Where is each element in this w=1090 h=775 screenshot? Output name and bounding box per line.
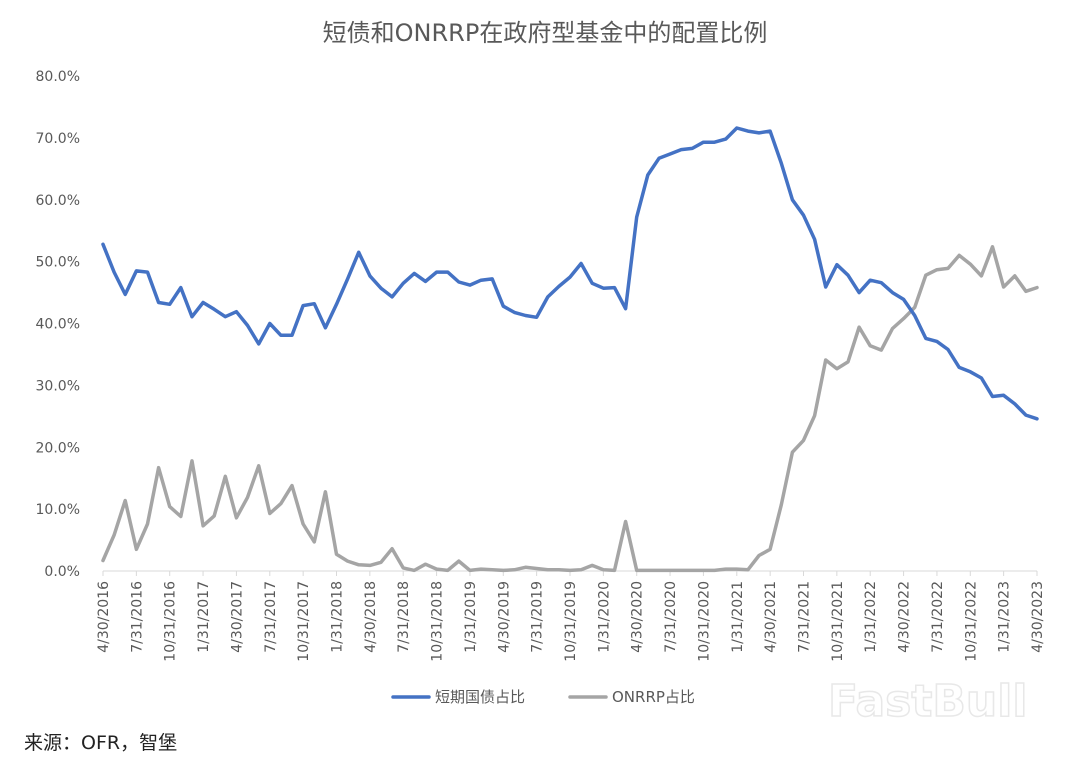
x-tick-label: 10/31/2017 <box>296 581 312 662</box>
y-tick-label: 30.0% <box>36 378 80 394</box>
x-tick-label: 7/31/2021 <box>797 581 813 653</box>
x-tick-label: 1/31/2019 <box>463 581 479 653</box>
x-tick-label: 1/31/2018 <box>330 581 346 653</box>
x-tick-label: 7/31/2018 <box>396 581 412 653</box>
x-tick-label: 1/31/2023 <box>997 581 1013 653</box>
source-note: 来源：OFR，智堡 <box>24 732 178 754</box>
x-tick-label: 4/30/2023 <box>1030 581 1046 653</box>
x-tick-label: 4/30/2021 <box>763 581 779 653</box>
x-tick-label: 4/30/2017 <box>229 581 245 653</box>
x-tick-label: 7/31/2017 <box>263 581 279 653</box>
y-tick-label: 0.0% <box>44 564 80 580</box>
x-tick-label: 7/31/2016 <box>129 581 145 653</box>
x-tick-label: 7/31/2022 <box>930 581 946 653</box>
x-tick-label: 1/31/2017 <box>196 581 212 653</box>
legend-label: ONRRP占比 <box>612 688 695 706</box>
watermark-logo: FastBull <box>828 676 1027 727</box>
y-tick-label: 60.0% <box>36 193 80 209</box>
y-tick-label: 40.0% <box>36 317 80 333</box>
x-tick-label: 1/31/2021 <box>730 581 746 653</box>
x-axis-ticks: 4/30/2016 7/31/2016 10/31/2016 1/31/2017 4/3… <box>96 571 1046 662</box>
x-tick-label: 7/31/2019 <box>530 581 546 653</box>
y-tick-label: 10.0% <box>36 502 80 518</box>
series-line-short-treasury <box>101 126 1039 421</box>
x-tick-label: 10/31/2021 <box>830 581 846 662</box>
legend-label: 短期国债占比 <box>435 688 525 706</box>
x-tick-label: 4/30/2020 <box>630 581 646 653</box>
y-tick-label: 50.0% <box>36 255 80 271</box>
x-tick-label: 10/31/2016 <box>163 581 179 662</box>
x-tick-label: 1/31/2022 <box>863 581 879 653</box>
y-tick-label: 20.0% <box>36 440 80 456</box>
x-tick-label: 4/30/2019 <box>496 581 512 653</box>
x-tick-label: 4/30/2016 <box>96 581 112 653</box>
legend: 短期国债占比 ONRRP占比 <box>391 688 695 706</box>
y-axis-ticks: 80.0% 70.0% 60.0% 50.0% 40.0% 30.0% 20.0% 10.0%… <box>36 69 80 580</box>
series-lines <box>101 126 1039 573</box>
y-tick-label: 80.0% <box>36 69 80 85</box>
y-tick-label: 70.0% <box>36 131 80 147</box>
x-tick-label: 4/30/2018 <box>363 581 379 653</box>
x-tick-label: 1/31/2020 <box>596 581 612 653</box>
x-tick-label: 10/31/2020 <box>696 581 712 662</box>
chart-title: 短债和ONRRP在政府型基金中的配置比例 <box>323 19 768 47</box>
series-line-onrrp <box>101 245 1039 573</box>
x-tick-label: 10/31/2018 <box>430 581 446 662</box>
x-tick-label: 10/31/2022 <box>963 581 979 662</box>
x-tick-label: 10/31/2019 <box>563 581 579 662</box>
x-tick-label: 7/31/2020 <box>663 581 679 653</box>
x-tick-label: 4/30/2022 <box>897 581 913 653</box>
